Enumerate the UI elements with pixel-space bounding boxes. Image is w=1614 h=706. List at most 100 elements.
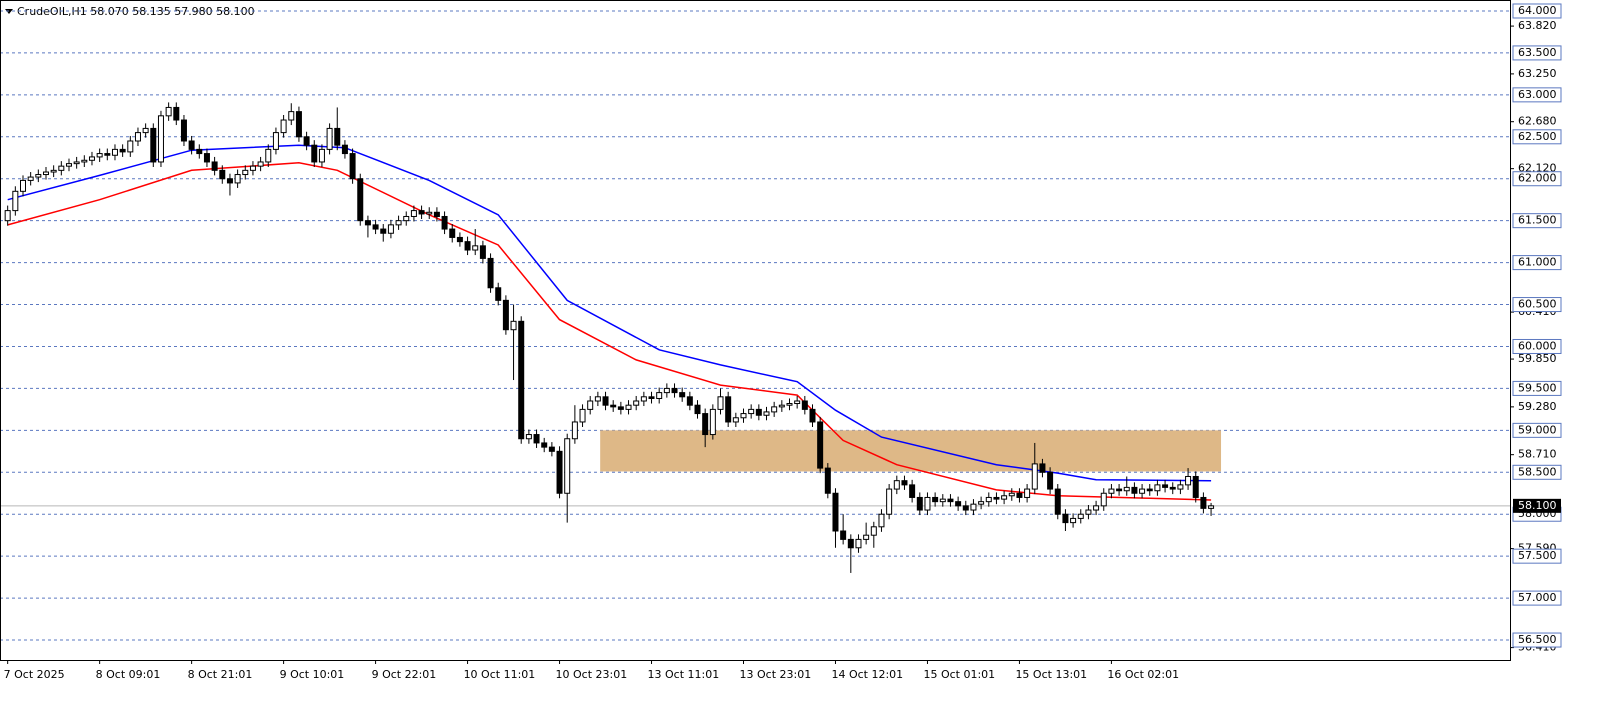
level-label-box <box>1512 338 1562 354</box>
candle-body <box>180 119 187 142</box>
candle-body <box>640 396 647 402</box>
candle-body <box>35 174 42 178</box>
candle-body <box>863 534 870 540</box>
candle-body <box>1116 488 1123 492</box>
candle-body <box>909 484 916 498</box>
level-label: 56.500 <box>1518 633 1557 646</box>
level-label: 62.500 <box>1518 130 1557 143</box>
plot-border <box>0 0 1511 661</box>
candle-body <box>1001 495 1008 500</box>
candle-body <box>196 148 203 155</box>
candle-body <box>165 106 172 117</box>
level-label: 58.500 <box>1518 465 1557 478</box>
candle-body <box>372 224 379 230</box>
candle-body <box>357 178 364 222</box>
y-tick-label: 62.680 <box>1518 115 1557 128</box>
candle-body <box>1185 475 1192 486</box>
candle-body <box>625 404 632 410</box>
candle-body <box>610 404 617 408</box>
candle-body <box>1139 488 1146 494</box>
candle-body <box>663 387 670 394</box>
candle-body <box>211 161 218 171</box>
candle-body <box>1100 492 1107 507</box>
candle-body <box>1093 505 1100 511</box>
candle-body <box>265 148 272 163</box>
candle-body <box>1085 509 1092 515</box>
candle-body <box>495 287 502 301</box>
level-label-box <box>1512 213 1562 229</box>
candle-body <box>778 404 785 408</box>
level-label-box <box>1512 255 1562 271</box>
candle-body <box>58 165 65 171</box>
candle-body <box>694 404 701 415</box>
candle-body <box>817 421 824 469</box>
candle-body <box>249 165 256 171</box>
candle-body <box>1054 488 1061 515</box>
candle-body <box>150 127 157 163</box>
candle-body <box>1192 475 1199 498</box>
candle-body <box>395 220 402 226</box>
candle-body <box>1039 463 1046 473</box>
candle-body <box>464 241 471 251</box>
candle-body <box>786 403 793 406</box>
candle-body <box>686 396 693 406</box>
candle-body <box>755 408 762 416</box>
level-label-box <box>1512 87 1562 103</box>
candle-body <box>426 211 433 215</box>
candle-body <box>916 496 923 511</box>
candle-body <box>955 501 962 507</box>
candle-body <box>970 503 977 511</box>
candle-body <box>548 446 555 452</box>
candle-body <box>587 400 594 410</box>
candle-body <box>1077 513 1084 519</box>
candle-body <box>1031 463 1038 490</box>
candle-body <box>947 498 954 503</box>
zone <box>600 430 1222 472</box>
candle-body <box>939 498 946 503</box>
x-tick-label: 16 Oct 02:01 <box>1107 668 1179 681</box>
level-label-box <box>1512 3 1562 19</box>
candle-body <box>157 115 164 163</box>
candle-body <box>19 179 26 192</box>
y-tick-label: 63.250 <box>1518 67 1557 80</box>
y-tick-label: 59.280 <box>1518 400 1557 413</box>
candle-body <box>809 408 816 423</box>
x-tick-label: 13 Oct 11:01 <box>648 668 720 681</box>
candle-body <box>119 148 126 153</box>
candle-body <box>349 153 356 180</box>
candle-body <box>763 411 770 416</box>
level-label: 61.000 <box>1518 256 1557 269</box>
candle-body <box>104 153 111 156</box>
x-tick-label: 15 Oct 01:01 <box>923 668 995 681</box>
candle-body <box>272 132 279 150</box>
candle-body <box>387 224 394 234</box>
candle-body <box>403 215 410 222</box>
candle-body <box>1131 486 1138 494</box>
price-label-box <box>1513 498 1561 513</box>
level-label: 59.500 <box>1518 381 1557 394</box>
candle-body <box>794 400 801 405</box>
candle-body <box>901 480 908 486</box>
x-tick-label: 9 Oct 22:01 <box>372 668 437 681</box>
x-tick-label: 7 Oct 2025 <box>4 668 65 681</box>
candle-body <box>364 220 371 226</box>
candle-body <box>725 396 732 423</box>
x-tick-label: 14 Oct 12:01 <box>831 668 903 681</box>
candle-body <box>96 153 103 158</box>
candle-body <box>732 417 739 423</box>
candle-body <box>702 413 709 436</box>
level-label-box <box>1512 632 1562 648</box>
candle-body <box>341 144 348 155</box>
candle-body <box>1169 486 1176 490</box>
candle-body <box>456 236 463 243</box>
candle-body <box>556 450 563 494</box>
candle-body <box>1016 492 1023 498</box>
candle-body <box>717 396 724 410</box>
x-tick-label: 9 Oct 10:01 <box>280 668 345 681</box>
candle-body <box>288 111 295 121</box>
candle-body <box>870 526 877 536</box>
level-label: 57.500 <box>1518 549 1557 562</box>
level-label-box <box>1512 171 1562 187</box>
candle-body <box>88 156 95 161</box>
